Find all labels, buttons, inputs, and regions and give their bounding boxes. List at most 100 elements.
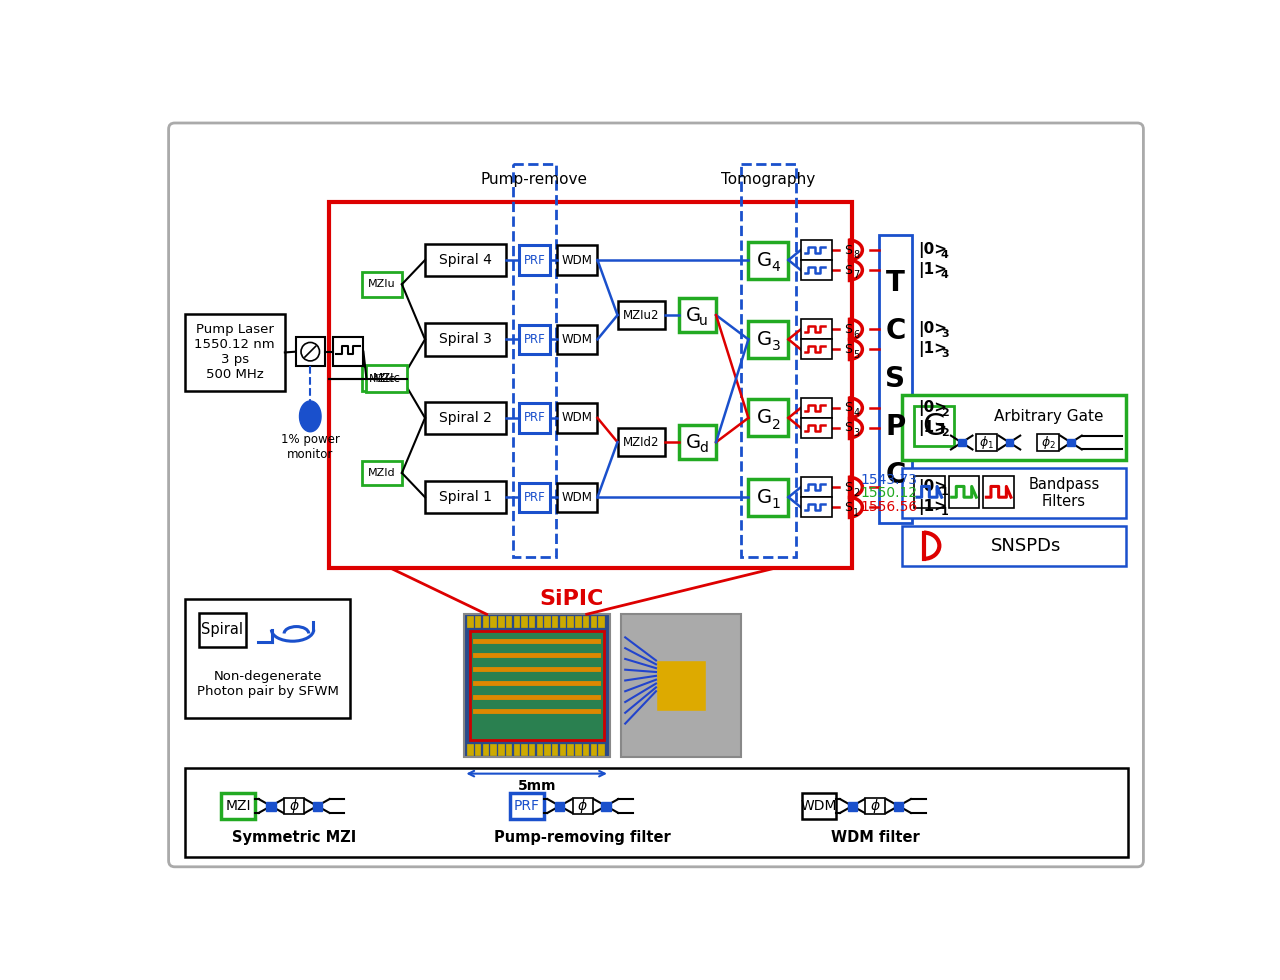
Bar [556,803,564,811]
Text: |1>: |1> [918,341,947,358]
Text: C: C [886,317,906,345]
Text: 6: 6 [854,329,859,340]
Text: MZIc: MZIc [369,373,396,383]
Text: 1% power
monitor: 1% power monitor [280,433,339,462]
Bar [467,744,472,756]
Bar [801,339,832,360]
Bar [559,615,566,627]
Bar [948,475,979,508]
Circle shape [301,342,320,361]
Bar [657,661,707,710]
Text: S: S [845,481,852,494]
Bar [506,615,511,627]
Bar [498,744,503,756]
Bar [483,744,488,756]
Text: MZId2: MZId2 [623,436,659,449]
Text: 3: 3 [941,329,948,339]
Bar [847,803,858,811]
Text: WDM: WDM [562,491,593,504]
Text: 4: 4 [941,250,948,260]
Text: G: G [922,412,946,441]
Bar [957,439,965,447]
Bar [513,744,518,756]
Bar [284,798,305,814]
Bar [529,744,534,756]
Text: MZId: MZId [369,468,396,478]
Text: 2: 2 [772,417,781,432]
Bar [521,615,526,627]
Text: PRF: PRF [524,412,545,424]
Bar [567,744,573,756]
Text: PRF: PRF [513,799,540,813]
Bar [425,323,506,356]
Text: |0>: |0> [918,400,947,416]
Bar [470,631,604,740]
Bar [749,479,788,515]
Text: S: S [845,343,852,356]
Bar [558,482,598,512]
Bar [582,744,589,756]
Bar [680,425,716,459]
FancyBboxPatch shape [169,122,1143,867]
Bar [490,744,495,756]
Bar [490,615,495,627]
Text: $\phi_2$: $\phi_2$ [1041,434,1055,451]
Text: PRF: PRF [524,254,545,267]
Bar [329,202,852,568]
Bar [366,365,407,393]
Text: PRF: PRF [524,333,545,346]
Bar [801,319,832,339]
Bar [598,744,604,756]
Text: WDM: WDM [562,412,593,424]
Bar [475,615,480,627]
Text: u: u [699,315,708,328]
Bar [914,407,954,447]
Bar [425,402,506,434]
Bar [362,367,402,391]
Bar [518,324,549,354]
Bar [463,614,609,757]
Bar [518,245,549,274]
Bar [518,404,549,432]
Bar [498,615,503,627]
Bar [333,337,364,367]
Text: 1: 1 [854,508,859,517]
Text: S: S [845,244,852,257]
Text: G: G [686,432,701,452]
Bar [475,744,480,756]
Bar [483,615,488,627]
Text: Pump-removing filter: Pump-removing filter [494,830,671,845]
Text: 2: 2 [852,488,859,498]
Bar [513,615,518,627]
Text: 4: 4 [941,270,948,279]
Bar [902,468,1125,518]
Text: 1550.12: 1550.12 [860,486,918,501]
Text: Spiral 3: Spiral 3 [439,332,492,346]
Bar [975,434,997,451]
Text: |0>: |0> [918,242,947,258]
Text: 5: 5 [852,350,859,360]
Text: |0>: |0> [918,321,947,337]
Text: MZIc: MZIc [372,372,401,385]
Text: |0>: |0> [918,479,947,495]
Text: G: G [756,251,772,270]
Bar [1037,434,1059,451]
Text: WDM: WDM [801,799,837,813]
Text: 7: 7 [852,270,859,280]
Bar [893,803,904,811]
Text: 3: 3 [772,339,781,354]
Bar [865,798,886,814]
Text: S: S [845,264,852,276]
Bar [536,615,541,627]
Bar [558,245,598,274]
Bar [544,615,549,627]
Text: 1: 1 [941,507,948,516]
Text: Pump Laser
1550.12 nm
3 ps
500 MHz: Pump Laser 1550.12 nm 3 ps 500 MHz [195,323,275,381]
Bar [621,614,741,757]
Bar [518,482,549,512]
Text: 1: 1 [772,497,781,512]
Bar [602,803,611,811]
Text: 1543.73: 1543.73 [860,472,916,486]
Bar [573,798,593,814]
Bar [617,301,666,329]
